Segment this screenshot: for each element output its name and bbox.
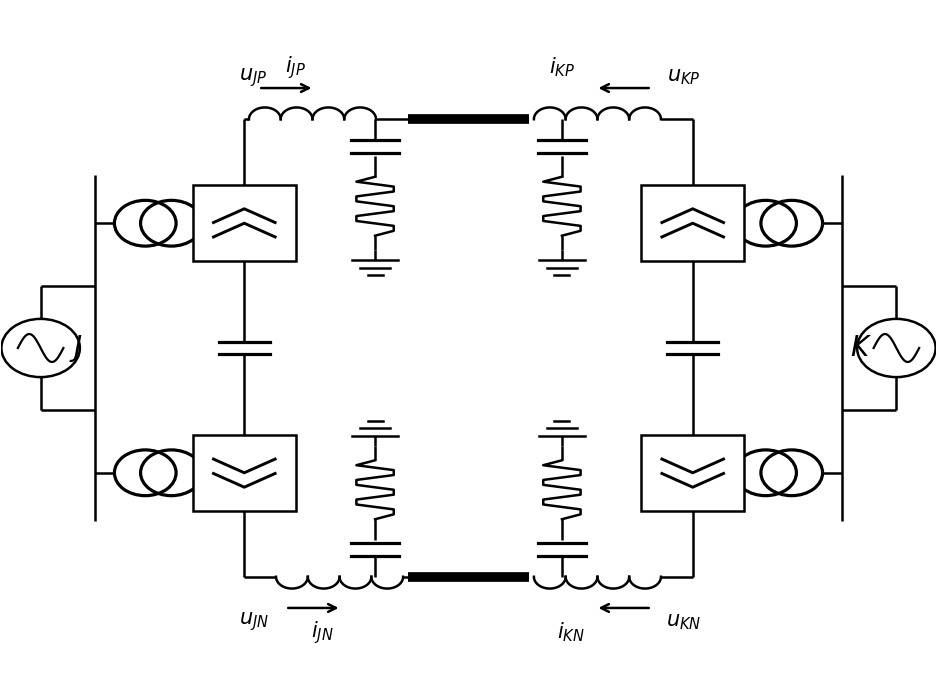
Text: $i_{KP}$: $i_{KP}$ bbox=[548, 56, 575, 79]
Bar bbox=[640, 185, 743, 261]
Text: $J$: $J$ bbox=[69, 333, 83, 363]
Text: $K$: $K$ bbox=[849, 335, 871, 361]
Text: $i_{KN}$: $i_{KN}$ bbox=[557, 620, 585, 644]
Bar bbox=[640, 435, 743, 511]
Text: $i_{JN}$: $i_{JN}$ bbox=[311, 619, 334, 646]
Text: $u_{JN}$: $u_{JN}$ bbox=[239, 610, 269, 633]
Bar bbox=[193, 435, 296, 511]
Bar bbox=[193, 185, 296, 261]
Text: $u_{JP}$: $u_{JP}$ bbox=[240, 66, 268, 89]
Text: $i_{JP}$: $i_{JP}$ bbox=[285, 54, 306, 81]
Text: $u_{KN}$: $u_{KN}$ bbox=[665, 612, 700, 632]
Text: $u_{KP}$: $u_{KP}$ bbox=[665, 68, 699, 88]
